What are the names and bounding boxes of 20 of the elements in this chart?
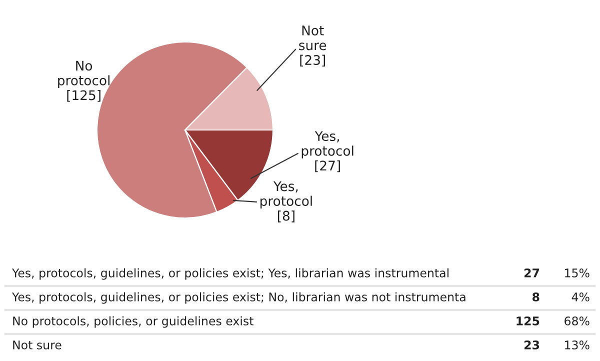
text: 4% xyxy=(572,292,590,302)
slice-label: Yes, protocol xyxy=(302,131,354,158)
text: 27 xyxy=(524,268,540,278)
text: 13% xyxy=(565,340,590,350)
text: 15% xyxy=(565,268,590,278)
data-label: [125] xyxy=(67,90,100,102)
text: No protocols, policies, or guidelines exist xyxy=(13,316,254,328)
text: 125 xyxy=(516,316,540,326)
text: Not sure xyxy=(13,340,62,350)
data-label: [27] xyxy=(315,160,340,172)
slice-label: Yes, protocol xyxy=(260,181,312,209)
slice-label: Not sure xyxy=(299,26,326,50)
slice-label: No protocol xyxy=(58,60,110,88)
text: Yes, protocols, guidelines, or policies exist; Yes, librarian was instrumental xyxy=(12,268,448,280)
text: 8 xyxy=(532,292,540,302)
data-label: [23] xyxy=(300,54,326,67)
text: Yes, protocols, guidelines, or policies exist; No, librarian was not instrumenta xyxy=(12,292,466,304)
data-label: [8] xyxy=(278,210,294,222)
text: 23 xyxy=(524,340,540,350)
text: 68% xyxy=(564,316,590,326)
